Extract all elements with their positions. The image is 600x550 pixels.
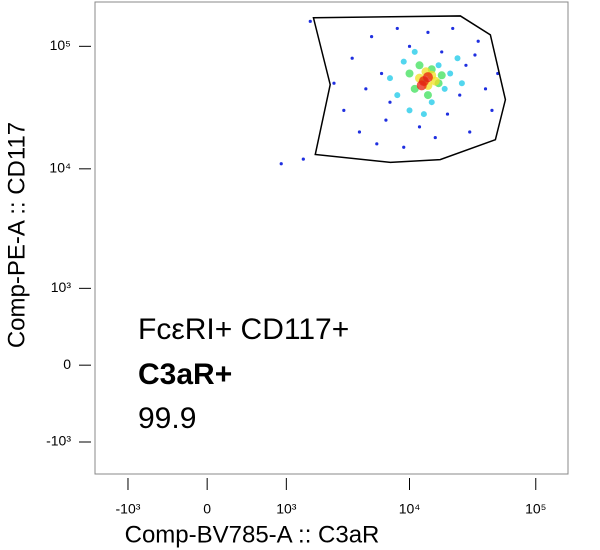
y-tick-label: 10⁴ (49, 160, 71, 176)
point (379, 71, 384, 76)
x-tick-label: 10⁴ (399, 501, 421, 517)
point (301, 157, 305, 161)
point (490, 108, 494, 112)
gate-subset: C3aR+ (138, 358, 232, 391)
point (426, 30, 430, 34)
point (458, 93, 462, 97)
point (411, 48, 418, 55)
point (395, 26, 399, 31)
point (430, 76, 440, 86)
point (464, 63, 468, 67)
point (342, 108, 346, 112)
point (384, 118, 388, 122)
gate-percent: 99.9 (138, 402, 196, 435)
point (473, 53, 477, 57)
gate-name: FcεRI+ CD117+ (138, 313, 349, 346)
point (476, 39, 480, 43)
point (420, 111, 427, 118)
y-tick-label: 0 (63, 356, 71, 372)
point (400, 58, 407, 65)
x-tick-label: -10³ (116, 501, 141, 517)
point (388, 100, 392, 104)
point (416, 80, 427, 91)
point (435, 62, 442, 69)
x-axis-title: Comp-BV785-A :: C3aR (125, 521, 380, 548)
plot-frame (94, 1, 569, 475)
point (369, 35, 374, 39)
point (386, 75, 393, 82)
gate-polygon (312, 15, 507, 164)
point (415, 61, 424, 70)
point (405, 69, 414, 78)
point (410, 84, 419, 93)
point (394, 92, 401, 99)
point (445, 112, 450, 116)
point (422, 72, 433, 83)
point (428, 99, 435, 106)
point (417, 125, 422, 129)
point (483, 87, 488, 91)
x-tick-label: 0 (203, 501, 211, 517)
point (440, 50, 444, 54)
y-tick-label: -10³ (46, 433, 71, 449)
point (423, 91, 432, 100)
x-tick-label: 10⁵ (525, 501, 546, 517)
y-axis-title: Comp-PE-A :: CD117 (3, 122, 30, 348)
point (402, 145, 406, 149)
y-tick-label: 10⁵ (50, 37, 71, 53)
point (407, 44, 412, 48)
point (308, 19, 312, 23)
point (458, 80, 465, 87)
point (454, 55, 461, 62)
point (406, 107, 413, 114)
point (350, 56, 354, 60)
point (447, 70, 454, 77)
point (433, 135, 437, 140)
x-tick-label: 10³ (276, 501, 297, 517)
point (375, 142, 379, 146)
point (468, 130, 472, 134)
point (364, 87, 368, 91)
point (279, 162, 283, 166)
y-tick-label: 10³ (51, 279, 72, 295)
point (357, 130, 362, 134)
point (451, 26, 455, 31)
point (441, 85, 448, 92)
point (332, 81, 336, 85)
point (437, 71, 446, 80)
